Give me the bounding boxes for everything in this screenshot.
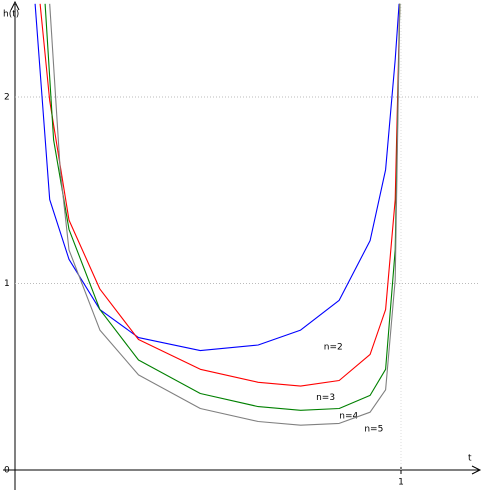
x-axis-label: t [468, 454, 472, 464]
y-tick-label: 2 [4, 93, 10, 103]
curve [49, 3, 401, 426]
x-tick-label: 1 [398, 478, 404, 488]
x-axis-arrow [471, 465, 482, 475]
y-axis-arrow [10, 0, 20, 11]
curve-label: n=5 [364, 424, 383, 434]
curve-label: n=3 [316, 393, 335, 403]
y-axis-label: h(t) [3, 10, 19, 20]
curve-label: n=4 [339, 411, 358, 421]
curve [44, 3, 401, 411]
curve-label: n=2 [324, 342, 343, 352]
y-tick-label: 0 [4, 466, 10, 476]
curve [39, 3, 401, 387]
y-tick-label: 1 [4, 279, 10, 289]
curve [34, 3, 400, 352]
